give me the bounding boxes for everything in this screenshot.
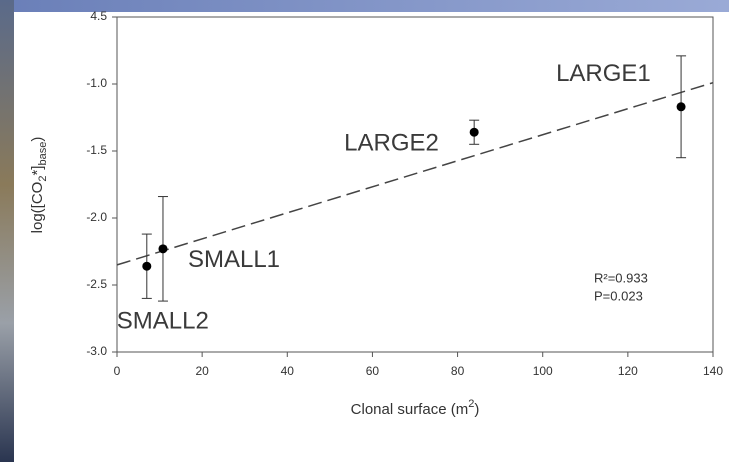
- y-tick-label: -1.0: [86, 76, 107, 90]
- y-tick-label: -1.5: [86, 143, 107, 157]
- annotation: P=0.023: [594, 288, 643, 303]
- x-tick-label: 140: [703, 364, 723, 378]
- point: [676, 102, 686, 112]
- left-strip: [0, 0, 14, 462]
- point-label: SMALL1: [188, 246, 280, 273]
- x-axis-label: Clonal surface (m2): [351, 398, 480, 418]
- y-tick-label: -2.5: [86, 277, 107, 291]
- annotation: R²=0.933: [594, 270, 648, 285]
- point: [158, 244, 168, 254]
- point-label: SMALL2: [117, 308, 209, 335]
- x-tick-label: 120: [618, 364, 638, 378]
- x-tick-label: 100: [533, 364, 553, 378]
- x-tick-label: 80: [451, 364, 465, 378]
- point-label: LARGE1: [556, 60, 651, 87]
- x-tick-label: 60: [366, 364, 380, 378]
- point: [469, 127, 479, 137]
- y-axis-label: log([CO2*]base): [29, 137, 49, 234]
- x-tick-label: 20: [195, 364, 209, 378]
- x-tick-label: 0: [114, 364, 121, 378]
- point-label: LARGE2: [344, 130, 439, 157]
- y-tick-label: 4.5: [90, 9, 107, 23]
- fit-line: [116, 81, 714, 266]
- x-tick-label: 40: [281, 364, 295, 378]
- plot-frame: [116, 16, 714, 353]
- point: [142, 261, 152, 271]
- y-tick-label: -2.0: [86, 210, 107, 224]
- y-tick-label: -3.0: [86, 344, 107, 358]
- top-strip: [0, 0, 729, 12]
